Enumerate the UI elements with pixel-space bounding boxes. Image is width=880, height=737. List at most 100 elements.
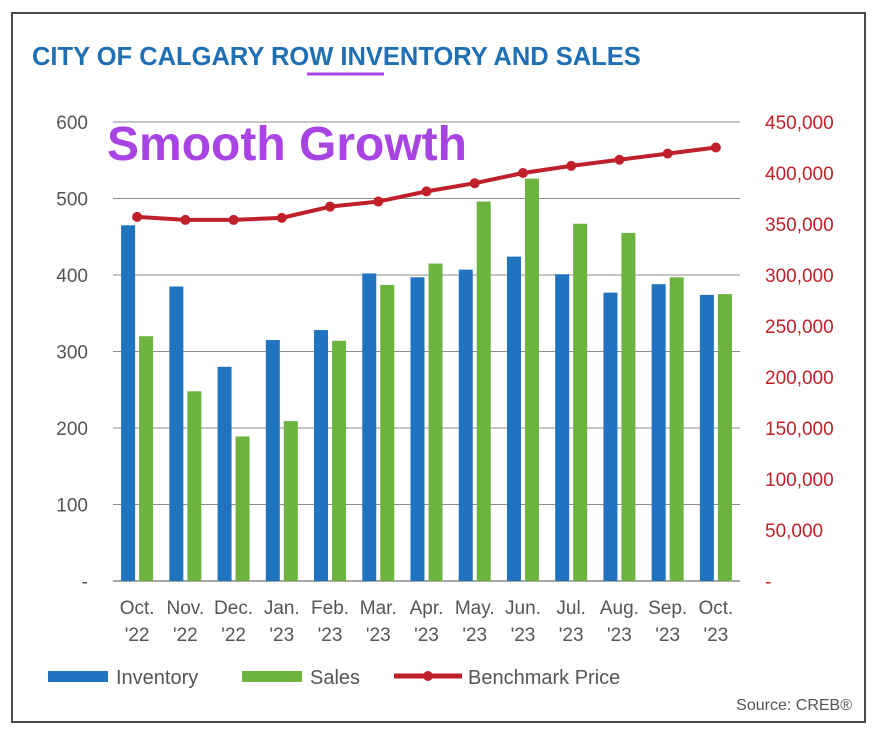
legend-item-sales: Sales bbox=[242, 667, 360, 689]
right-tick-label: 250,000 bbox=[765, 317, 834, 338]
legend-label: Benchmark Price bbox=[468, 667, 620, 689]
x-tick-label: Jun. bbox=[505, 598, 541, 619]
x-axis: Oct. '22 Nov. '22 Dec. '22 Jan. '23 Feb. '23 Mar. '… bbox=[120, 598, 734, 646]
title-part-1: CITY OF CALGARY bbox=[32, 43, 271, 71]
x-tick-label: Sep. bbox=[648, 598, 687, 619]
sales-bar bbox=[717, 294, 732, 581]
inventory-bar bbox=[699, 294, 714, 581]
right-tick-label: 450,000 bbox=[765, 113, 834, 134]
title-part-2: INVENTORY AND SALES bbox=[333, 43, 640, 71]
benchmark-price-point bbox=[228, 214, 239, 225]
x-tick-label: Jan. bbox=[264, 598, 300, 619]
sales-bar bbox=[573, 223, 588, 581]
inventory-bar bbox=[217, 366, 232, 581]
legend-swatch bbox=[48, 671, 108, 682]
x-tick-label-year: '23 bbox=[655, 625, 680, 646]
x-tick-label: Apr. bbox=[410, 598, 444, 619]
sales-bar bbox=[524, 178, 539, 582]
title-part-row: ROW bbox=[271, 43, 334, 71]
legend-item-benchmark-price: Benchmark Price bbox=[394, 667, 620, 689]
sales-bar bbox=[428, 263, 443, 581]
sales-bar bbox=[476, 201, 491, 581]
inventory-bar bbox=[506, 256, 521, 581]
benchmark-price-point bbox=[566, 160, 577, 171]
benchmark-price-point bbox=[132, 211, 143, 222]
bars bbox=[121, 178, 732, 582]
chart-title: CITY OF CALGARY ROW INVENTORY AND SALES bbox=[32, 43, 641, 71]
inventory-bar bbox=[458, 269, 473, 581]
source-note: Source: CREB® bbox=[736, 697, 852, 714]
sales-bar bbox=[283, 421, 298, 581]
x-tick-label: Aug. bbox=[600, 598, 639, 619]
x-tick-label-year: '23 bbox=[462, 625, 487, 646]
benchmark-price-point bbox=[614, 154, 625, 165]
right-tick-label: 350,000 bbox=[765, 215, 834, 236]
inventory-bar bbox=[603, 292, 618, 581]
left-axis: - 100 200 300 400 500 600 bbox=[56, 113, 88, 593]
x-tick-label: Dec. bbox=[214, 598, 253, 619]
legend-item-inventory: Inventory bbox=[48, 667, 198, 689]
legend-swatch bbox=[242, 671, 302, 682]
left-tick-label: 200 bbox=[56, 419, 88, 440]
right-tick-label: 150,000 bbox=[765, 419, 834, 440]
benchmark-line bbox=[132, 142, 721, 225]
benchmark-price-point bbox=[180, 214, 191, 225]
benchmark-price-point bbox=[325, 201, 336, 212]
gridlines bbox=[113, 121, 740, 582]
x-tick-label: Oct. bbox=[698, 598, 733, 619]
left-tick-label: 300 bbox=[56, 343, 88, 364]
inventory-bar bbox=[121, 225, 136, 581]
benchmark-price-point bbox=[276, 212, 287, 223]
legend-label: Inventory bbox=[116, 667, 198, 689]
benchmark-price-point bbox=[710, 142, 721, 153]
sales-bar bbox=[380, 284, 395, 581]
benchmark-price-point bbox=[662, 148, 673, 159]
x-tick-label-year: '23 bbox=[269, 625, 294, 646]
inventory-bar bbox=[314, 330, 329, 581]
sales-bar bbox=[621, 232, 636, 582]
x-tick-label: Feb. bbox=[311, 598, 349, 619]
sales-bar bbox=[187, 391, 202, 581]
left-tick-label: 600 bbox=[56, 113, 88, 134]
annotation-smooth-growth: Smooth Growth bbox=[107, 118, 467, 171]
benchmark-price-point bbox=[421, 186, 432, 197]
left-tick-label: 400 bbox=[56, 266, 88, 287]
x-tick-label-year: '23 bbox=[318, 625, 343, 646]
x-tick-label-year: '22 bbox=[221, 625, 246, 646]
inventory-bar bbox=[265, 340, 280, 581]
legend-label: Sales bbox=[310, 667, 360, 689]
x-tick-label-year: '22 bbox=[173, 625, 198, 646]
right-axis: - 50,000 100,000 150,000 200,000 250,000 300,0… bbox=[765, 113, 834, 593]
x-tick-label: Jul. bbox=[556, 598, 586, 619]
x-tick-label-year: '22 bbox=[125, 625, 150, 646]
sales-bar bbox=[332, 340, 347, 581]
legend-swatch-marker bbox=[423, 671, 433, 681]
sales-bar bbox=[139, 336, 154, 581]
x-tick-label-year: '23 bbox=[607, 625, 632, 646]
x-tick-label: Mar. bbox=[360, 598, 397, 619]
right-tick-label: 50,000 bbox=[765, 521, 823, 542]
x-tick-label-year: '23 bbox=[559, 625, 584, 646]
x-tick-label-year: '23 bbox=[704, 625, 729, 646]
inventory-bar bbox=[169, 286, 184, 581]
right-tick-label: 100,000 bbox=[765, 470, 834, 491]
legend: Inventory Sales Benchmark Price bbox=[48, 667, 620, 689]
left-tick-label: 100 bbox=[56, 496, 88, 517]
left-tick-label: - bbox=[82, 572, 88, 593]
right-tick-label: 200,000 bbox=[765, 368, 834, 389]
x-tick-label: May. bbox=[455, 598, 495, 619]
benchmark-price-point bbox=[517, 168, 528, 178]
right-tick-label: 400,000 bbox=[765, 164, 834, 185]
x-tick-label-year: '23 bbox=[414, 625, 439, 646]
inventory-bar bbox=[651, 284, 666, 581]
left-tick-label: 500 bbox=[56, 190, 88, 211]
x-tick-label: Nov. bbox=[167, 598, 205, 619]
benchmark-price-point bbox=[469, 178, 480, 189]
sales-bar bbox=[235, 436, 250, 581]
right-tick-label: - bbox=[765, 572, 771, 593]
right-tick-label: 300,000 bbox=[765, 266, 834, 287]
x-tick-label-year: '23 bbox=[511, 625, 536, 646]
x-tick-label-year: '23 bbox=[366, 625, 391, 646]
sales-bar bbox=[669, 277, 684, 581]
